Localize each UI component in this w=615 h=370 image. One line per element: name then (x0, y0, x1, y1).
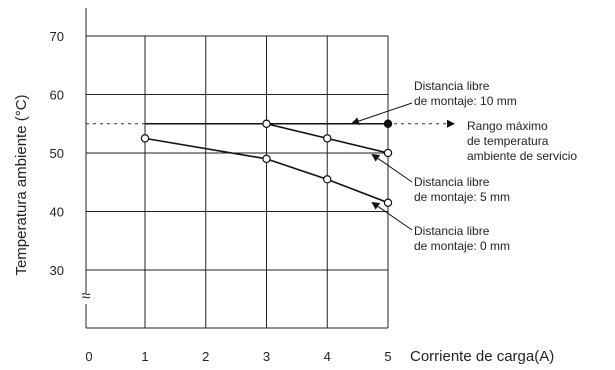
annotation-text: de montaje: 0 mm (414, 239, 510, 253)
x-tick-label: 2 (202, 349, 209, 364)
data-point (323, 175, 332, 184)
x-tick-label: 1 (141, 349, 148, 364)
leader-arrow-10mm (351, 102, 413, 125)
grid-layer (85, 8, 389, 329)
data-point (262, 119, 271, 128)
data-point (383, 119, 393, 128)
annotation-text: Distancia libre (414, 175, 490, 189)
x-tick-label: 5 (384, 349, 391, 364)
marker-layer (140, 119, 393, 207)
tick-label-layer: 30 40 50 60 70 0 1 2 3 4 5 (50, 29, 392, 364)
y-tick-label: 40 (50, 205, 64, 220)
annotation-text: Distancia libre (414, 224, 490, 238)
data-point (262, 154, 271, 164)
data-point (383, 198, 393, 207)
y-tick-label: 70 (50, 29, 64, 44)
y-axis-break-symbol: ≈ (82, 288, 91, 305)
data-point (323, 134, 332, 143)
annotation-text: de montaje: 5 mm (414, 190, 510, 204)
x-tick-label: 0 (85, 349, 92, 364)
annotation-text: de temperatura (467, 134, 549, 148)
y-tick-label: 60 (50, 88, 64, 103)
series-line-2 (144, 137, 389, 204)
x-axis-title: Corriente de carga(A) (410, 348, 554, 365)
y-tick-label: 30 (50, 263, 64, 278)
leader-arrow-0mm (371, 201, 413, 231)
x-tick-label: 4 (324, 349, 331, 364)
data-point (140, 134, 150, 143)
data-point (383, 148, 393, 158)
y-tick-label: 50 (50, 146, 64, 161)
annotation-text: Distancia libre (414, 79, 490, 93)
annotation-text: de montaje: 10 mm (414, 94, 517, 108)
leader-arrow-5mm (371, 153, 413, 183)
y-axis-title: Temperatura ambiente (°C) (13, 94, 30, 275)
annotation-text: Rango máximo (467, 119, 548, 133)
annotation-text: ambiente de servicio (467, 149, 577, 163)
x-tick-label: 3 (263, 349, 270, 364)
